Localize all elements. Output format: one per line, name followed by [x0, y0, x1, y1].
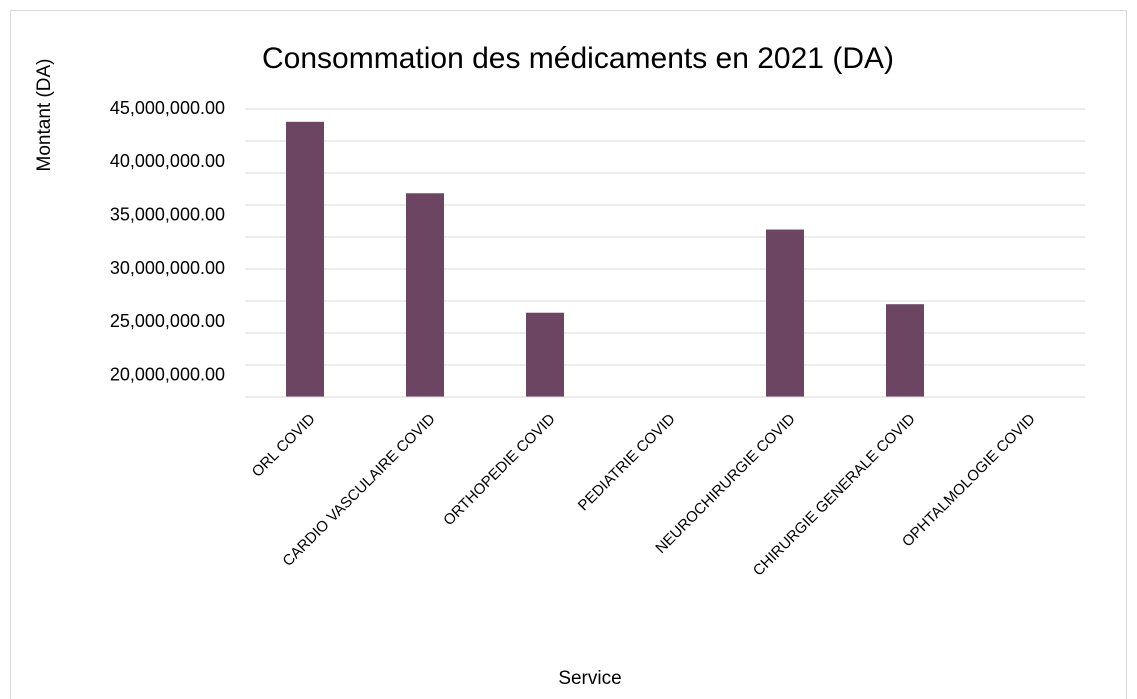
y-tick-label: 25,000,000.00	[110, 311, 225, 331]
y-tick-label: 40,000,000.00	[110, 151, 225, 171]
bar	[766, 229, 804, 397]
y-axis-title: Montant (DA)	[34, 59, 55, 172]
chart-border	[10, 10, 1127, 699]
bar	[886, 304, 924, 397]
x-axis-title: Service	[558, 668, 621, 689]
y-tick-label: 20,000,000.00	[110, 364, 225, 384]
y-tick-label: 30,000,000.00	[110, 258, 225, 278]
chart-title: Consommation des médicaments en 2021 (DA…	[262, 42, 894, 75]
bar	[286, 121, 324, 398]
bar	[526, 312, 564, 397]
bar	[406, 193, 444, 397]
y-tick-label: 35,000,000.00	[110, 204, 225, 224]
y-tick-label: 45,000,000.00	[110, 98, 225, 118]
